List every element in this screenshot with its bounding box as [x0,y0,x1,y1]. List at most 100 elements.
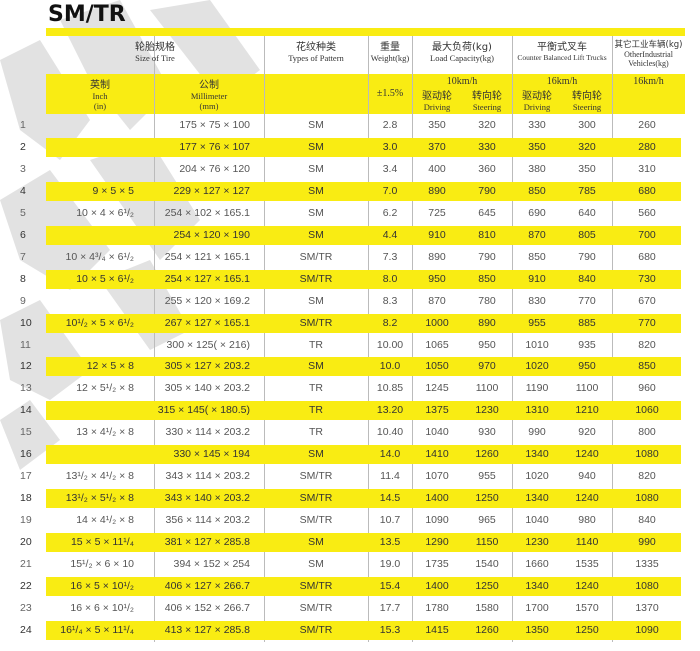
row-number: 20 [20,536,32,549]
weight: 15.3 [379,623,401,636]
size-mm: 394 × 152 × 254 [173,558,251,570]
load-driving: 890 [428,250,446,263]
load-driving: 1400 [425,492,449,505]
header-driving-cn: 驱动轮 [522,91,552,102]
row-number: 11 [20,338,31,351]
header-weight: 重量 Weight(kg) [368,38,412,63]
size-mm: 305 × 140 × 203.2 [164,382,250,395]
other-vehicles: 990 [638,536,656,549]
pattern-type: SM [308,448,324,461]
header-driving-en: Driving [423,102,451,112]
counter-steering: 980 [578,514,596,527]
load-driving: 1415 [425,623,449,636]
load-driving: 950 [428,272,446,285]
row-highlight [46,576,681,596]
size-mm: 413 × 127 × 285.8 [164,623,250,636]
row-highlight [46,620,681,640]
other-vehicles: 680 [638,250,656,263]
row-number: 24 [20,623,32,636]
load-driving: 1040 [425,426,449,439]
size-inch: 10 × 5 × 6¹/₂ [76,272,134,285]
header-counter-en: Counter Balanced Lift Trucks [517,53,607,62]
load-steering: 950 [478,338,496,351]
weight: 13.5 [379,536,401,549]
size-mm: 300 × 125( × 216) [166,338,250,351]
weight: 7.3 [382,250,398,263]
counter-steering: 1250 [575,623,599,636]
header-steering-en: Steering [572,102,602,112]
weight: 14.0 [379,448,401,461]
table-row: 5 10 × 4 × 6¹/₂ 254 × 102 × 165.1 SM 6.2 725 6… [0,202,700,224]
size-mm: 406 × 152 × 266.7 [164,601,250,614]
header-counter-speed: 16km/h [546,76,578,87]
size-inch: 10¹/₂ × 5 × 6¹/₂ [65,316,134,329]
row-highlight [46,181,681,201]
counter-driving: 1010 [525,338,549,351]
other-vehicles: 1080 [635,579,659,592]
size-mm: 267 × 127 × 165.1 [164,316,250,329]
load-driving: 350 [428,119,446,131]
counter-driving: 955 [528,316,546,329]
pattern-type: TR [309,404,323,417]
table-row: 10 10¹/₂ × 5 × 6¹/₂ 267 × 127 × 165.1 SM/TR… [0,312,700,334]
row-number: 22 [20,579,32,592]
header-load-cn: 最大负荷(kg) [432,42,492,53]
weight: 3.0 [382,140,398,153]
load-steering: 965 [478,514,496,527]
counter-driving: 990 [528,426,546,439]
pattern-type: TR [309,382,323,395]
header-weight-cn: 重量 [380,42,400,53]
size-inch: 12 × 5 × 8 [86,360,134,373]
size-mm: 204 × 76 × 120 [179,162,250,175]
size-inch [46,443,134,465]
counter-steering: 1140 [575,536,599,549]
other-vehicles: 670 [638,294,656,307]
row-number: 6 [20,228,26,241]
load-driving: 910 [428,228,446,241]
header-inch-unit: (in) [93,101,107,111]
size-mm: 343 × 114 × 203.2 [165,470,250,483]
counter-driving: 380 [528,162,546,175]
table-row: 15 13 × 4¹/₂ × 8 330 × 114 × 203.2 TR 10.40 1… [0,421,700,443]
counter-driving: 1310 [525,404,549,417]
size-inch: 15¹/₂ × 6 × 10 [70,558,134,570]
header-weight-tolerance: ±1.5% [376,88,404,99]
other-vehicles: 680 [638,184,656,197]
size-mm: 381 × 127 × 285.8 [164,536,250,549]
row-number: 18 [20,492,32,505]
load-driving: 1410 [425,448,449,461]
load-steering: 1250 [475,579,499,592]
pattern-type: SM [308,206,324,219]
header-pattern: 花纹种类 Types of Pattern [264,38,368,63]
pattern-type: SM/TR [299,470,333,483]
counter-driving: 330 [528,119,546,131]
header-steering-cn: 转向轮 [472,91,502,102]
counter-driving: 1020 [525,360,549,373]
load-driving: 890 [428,184,446,197]
load-steering: 1260 [475,448,499,461]
load-steering: 1150 [475,536,499,549]
other-vehicles: 260 [638,119,656,131]
row-highlight [46,269,681,289]
counter-driving: 1230 [525,536,549,549]
load-steering: 890 [478,316,496,329]
load-steering: 645 [478,206,496,219]
weight: 13.20 [376,404,404,417]
counter-steering: 300 [578,119,596,131]
size-inch: 10 × 4³/₄ × 6¹/₂ [65,250,134,263]
header-mm-en: Millimeter [190,91,228,101]
load-steering: 810 [478,228,496,241]
counter-steering: 920 [578,426,596,439]
table-row: 13 12 × 5¹/₂ × 8 305 × 140 × 203.2 TR 10.85 1… [0,377,700,399]
counter-driving: 1340 [525,448,549,461]
pattern-type: SM [308,162,324,175]
table-row: 3 204 × 76 × 120 SM 3.4 400 360 380 350 310 [0,158,700,180]
pattern-type: SM [308,140,324,153]
other-vehicles: 820 [638,338,656,351]
other-vehicles: 310 [638,162,656,175]
load-driving: 1375 [425,404,449,417]
size-mm: 406 × 127 × 266.7 [164,579,250,592]
pattern-type: SM [308,184,324,197]
table-row: 17 13¹/₂ × 4¹/₂ × 8 343 × 114 × 203.2 SM/TR… [0,465,700,487]
load-driving: 400 [428,162,446,175]
